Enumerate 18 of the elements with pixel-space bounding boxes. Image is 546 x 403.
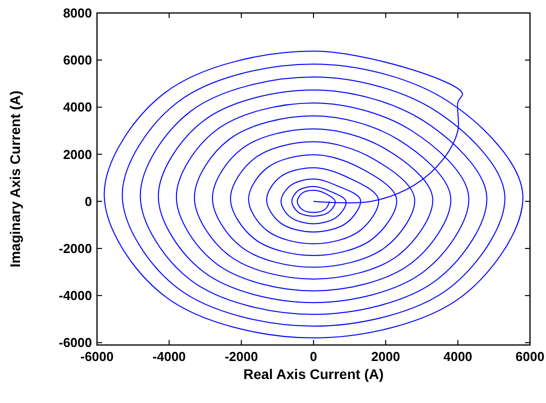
y-tick-label: 2000 — [63, 146, 92, 162]
y-axis-title: Imaginary Axis Current (A) — [7, 90, 23, 268]
x-tick-label: 2000 — [371, 349, 400, 364]
x-tick-label: -4000 — [152, 349, 186, 364]
y-tick-label: 4000 — [63, 100, 92, 115]
x-tick-label: 6000 — [516, 349, 544, 364]
y-tick-label: -2000 — [58, 240, 92, 256]
y-tick-label: 6000 — [63, 52, 92, 68]
x-tick-label: 0 — [310, 349, 318, 364]
y-tick-label: 0 — [84, 194, 92, 209]
y-tick-label: 8000 — [63, 6, 92, 20]
x-tick-label: 4000 — [443, 349, 472, 364]
line-series — [104, 50, 524, 338]
y-tick-label: -4000 — [58, 288, 92, 304]
x-tick-label: -2000 — [224, 349, 258, 364]
x-tick-label: -6000 — [80, 349, 114, 364]
y-tick-label: -6000 — [58, 335, 92, 350]
x-axis-title: Real Axis Current (A) — [243, 366, 384, 382]
